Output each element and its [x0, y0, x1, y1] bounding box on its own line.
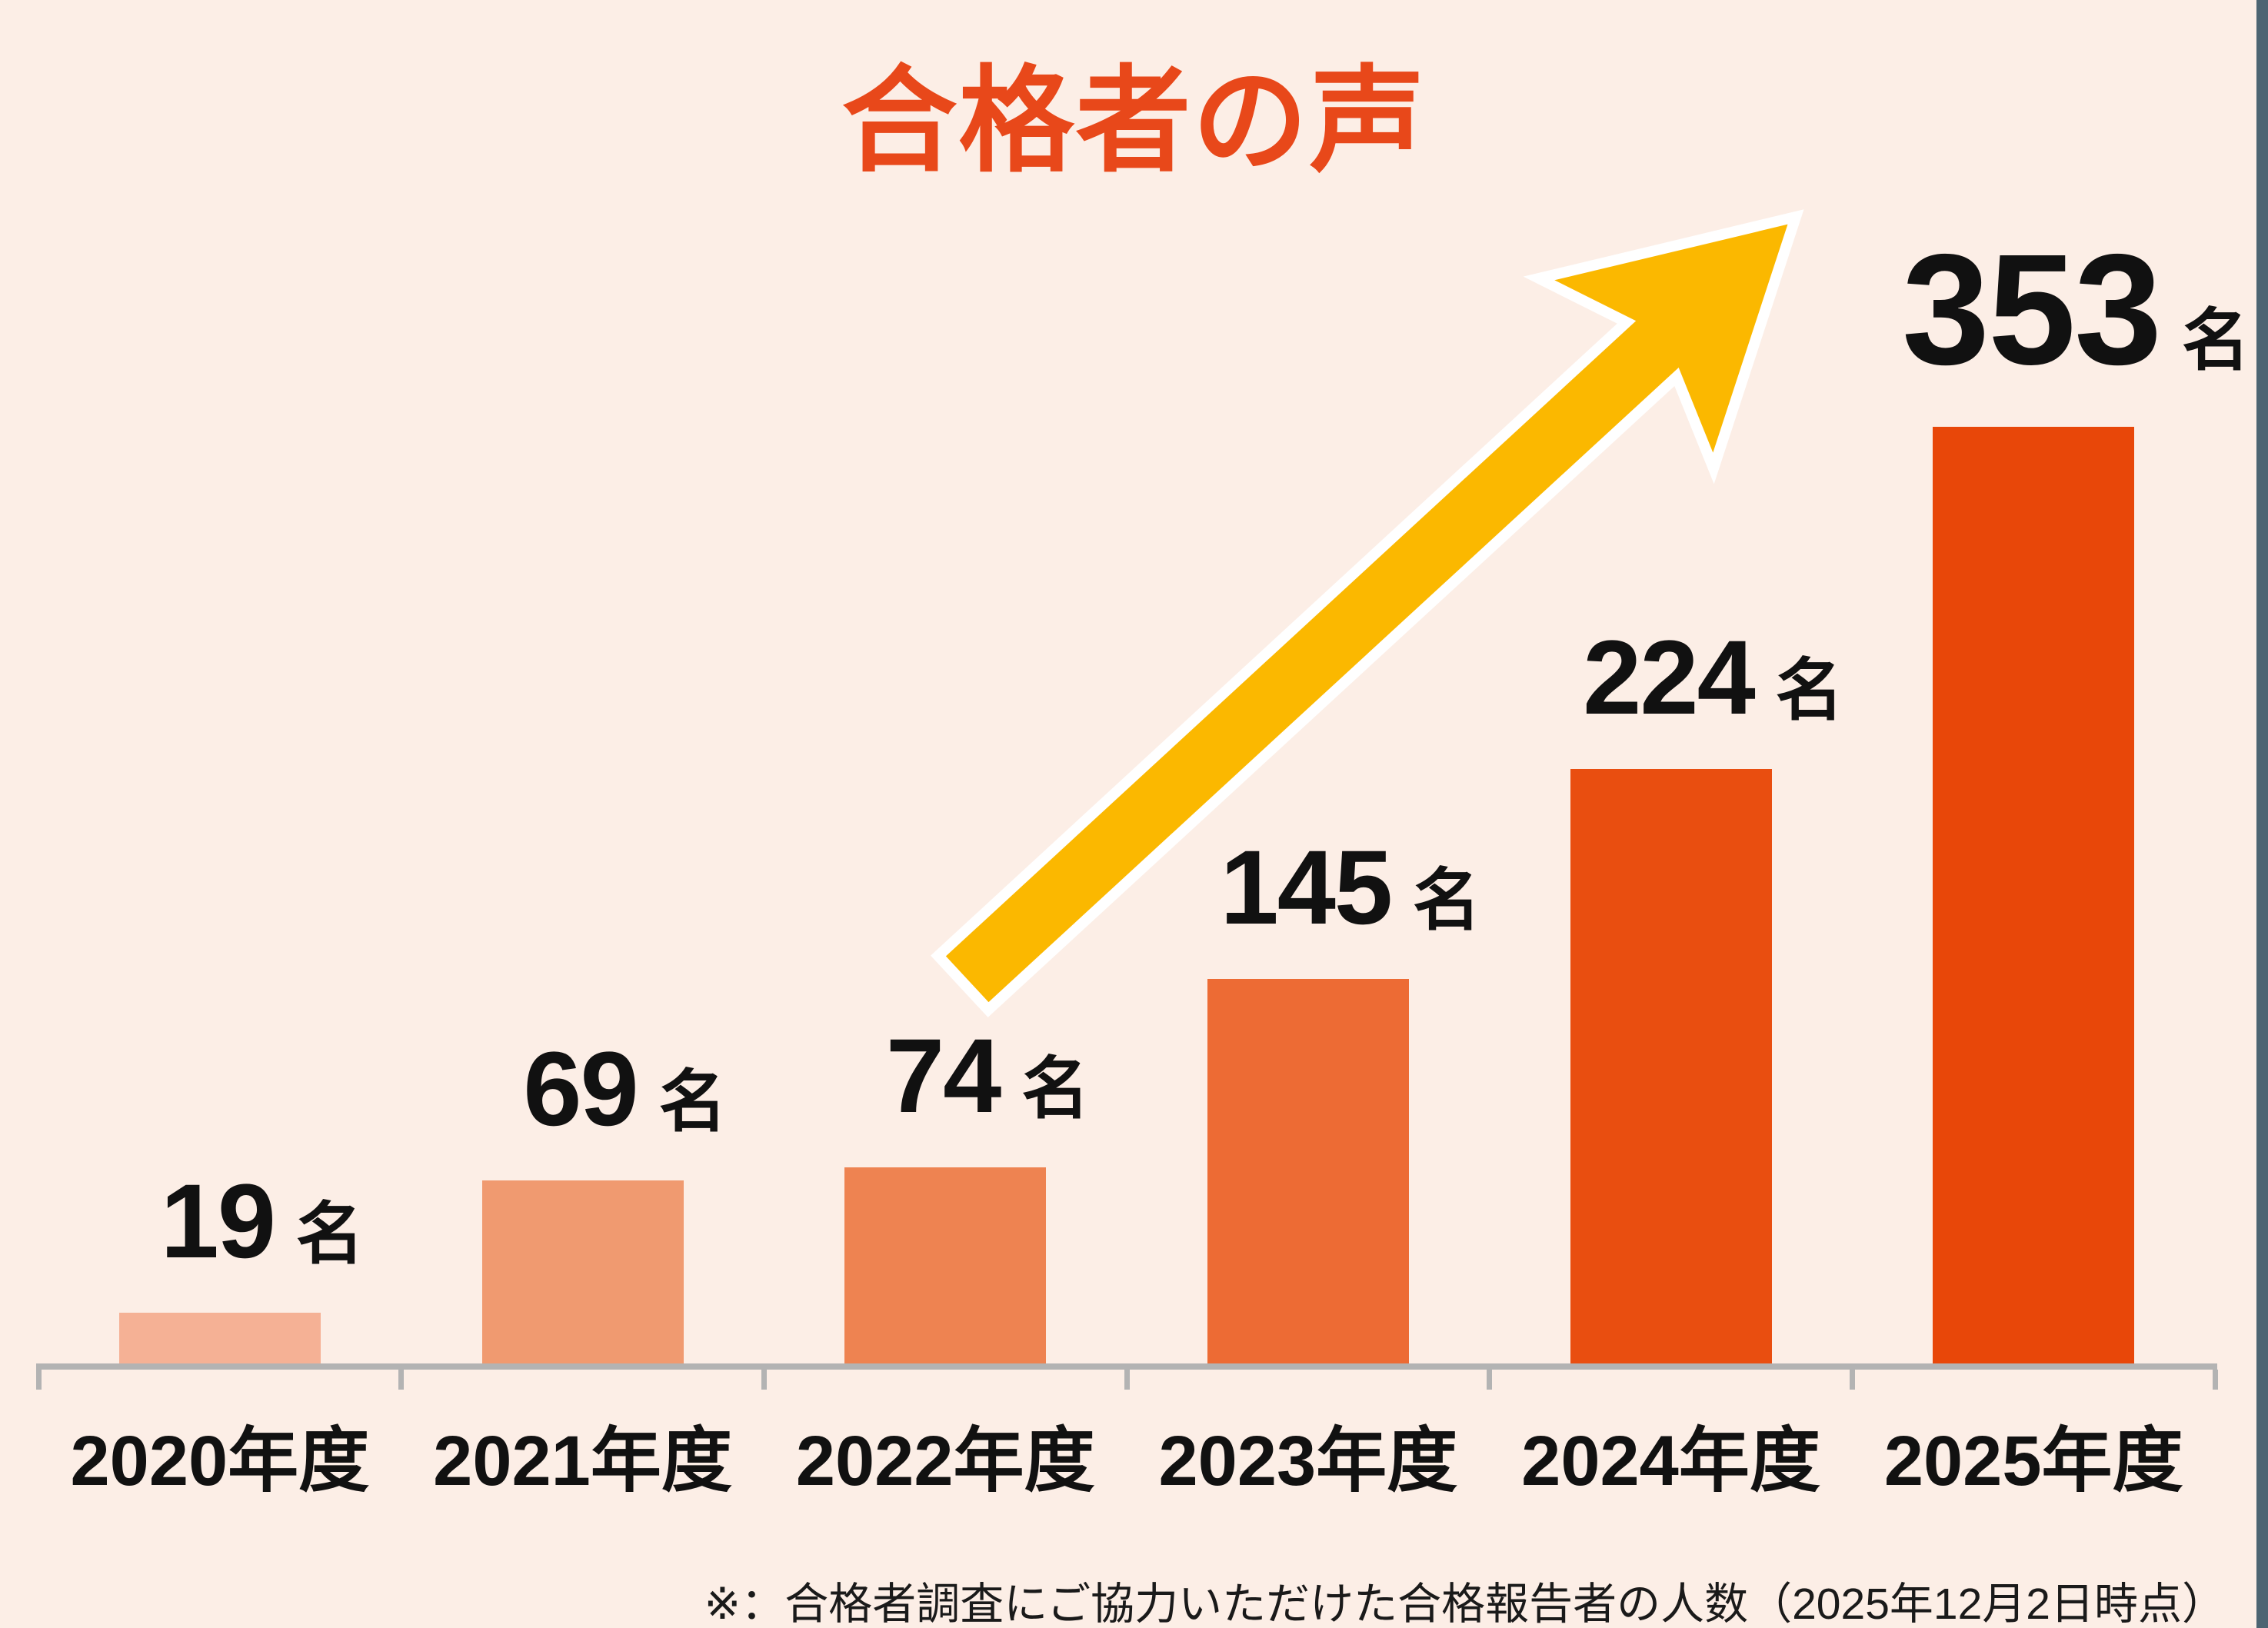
x-axis-tick — [1849, 1370, 1855, 1390]
value-number: 19 — [160, 1163, 276, 1280]
year-label-2020: 2020年度 — [70, 1422, 370, 1500]
value-unit: 名 — [1021, 1050, 1090, 1127]
value-unit: 名 — [658, 1064, 727, 1140]
x-axis-tick — [398, 1370, 405, 1390]
right-edge-strip — [2256, 0, 2268, 1628]
trend-up-arrow-shape — [931, 209, 1804, 1017]
value-label-2025: 353 名 — [1902, 231, 2250, 388]
bar-2020 — [118, 1313, 321, 1363]
x-axis-tick — [1124, 1370, 1130, 1390]
x-axis-tick — [2212, 1370, 2218, 1390]
value-label-2024: 224 名 — [1583, 625, 1843, 731]
value-unit: 名 — [1775, 652, 1843, 728]
value-label-2023: 145 名 — [1221, 835, 1481, 941]
bar-2022 — [844, 1167, 1047, 1363]
footnote: ※：合格者調査にご協力いただけた合格報告者の人数（2025年12月2日時点） — [704, 1580, 2226, 1628]
value-number: 145 — [1220, 829, 1394, 947]
bar-2021 — [481, 1180, 684, 1363]
x-axis-line — [36, 1363, 2217, 1370]
year-label-2024: 2024年度 — [1521, 1422, 1820, 1500]
bar-2023 — [1207, 979, 1409, 1363]
year-label-2025: 2025年度 — [1883, 1422, 2183, 1500]
value-label-2021: 69 名 — [523, 1037, 726, 1142]
value-unit: 名 — [1413, 862, 1481, 938]
x-axis-tick — [35, 1370, 42, 1390]
value-number: 224 — [1583, 619, 1756, 737]
year-label-2023: 2023年度 — [1158, 1422, 1458, 1500]
value-number: 353 — [1902, 221, 2162, 398]
value-unit: 名 — [2182, 302, 2250, 378]
value-label-2020: 19 名 — [161, 1169, 364, 1274]
value-number: 69 — [523, 1030, 638, 1148]
value-unit: 名 — [296, 1196, 365, 1272]
value-number: 74 — [885, 1017, 1001, 1135]
bar-2025 — [1933, 427, 2135, 1363]
x-axis-tick — [761, 1370, 767, 1390]
bar-2024 — [1570, 769, 1772, 1363]
year-label-2021: 2021年度 — [433, 1422, 732, 1500]
x-axis-tick — [1487, 1370, 1493, 1390]
page-title: 合格者の声 — [841, 56, 1427, 185]
year-label-2022: 2022年度 — [795, 1422, 1095, 1500]
value-label-2022: 74 名 — [886, 1024, 1089, 1129]
